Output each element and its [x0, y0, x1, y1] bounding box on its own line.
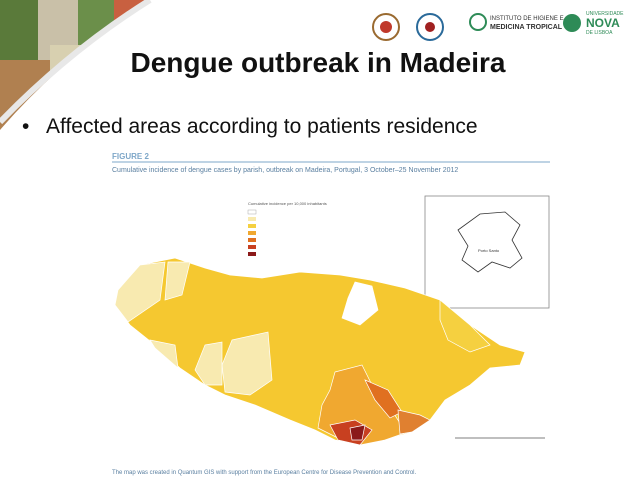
corner-photos — [0, 0, 160, 140]
figure-caption: Cumulative incidence of dengue cases by … — [112, 167, 458, 174]
figure-label: FIGURE 2 — [112, 152, 149, 161]
logo-text: DE LISBOA — [586, 30, 613, 36]
logo-text: UNIVERSIDADE — [586, 11, 624, 17]
figure-footnote: The map was created in Quantum GIS with … — [112, 470, 416, 476]
inset-map: Porto Santo — [424, 195, 550, 309]
slide-title: Dengue outbreak in Madeira — [131, 47, 506, 78]
bullet-text: Affected areas according to patients res… — [46, 115, 478, 138]
madeira-map — [114, 257, 526, 446]
logos: INSTITUTO DE HIGIENE E MEDICINA TROPICAL… — [372, 11, 624, 41]
bullet-marker: • — [22, 115, 29, 138]
inset-label: Porto Santo — [478, 248, 500, 253]
logo-text: NOVA — [586, 16, 620, 30]
logo-text: MEDICINA TROPICAL — [490, 24, 563, 31]
logo-text: INSTITUTO DE HIGIENE E — [490, 16, 564, 22]
legend: Cumulative incidence per 10,000 inhabita… — [247, 201, 327, 256]
legend-title: Cumulative incidence per 10,000 inhabita… — [248, 201, 327, 206]
